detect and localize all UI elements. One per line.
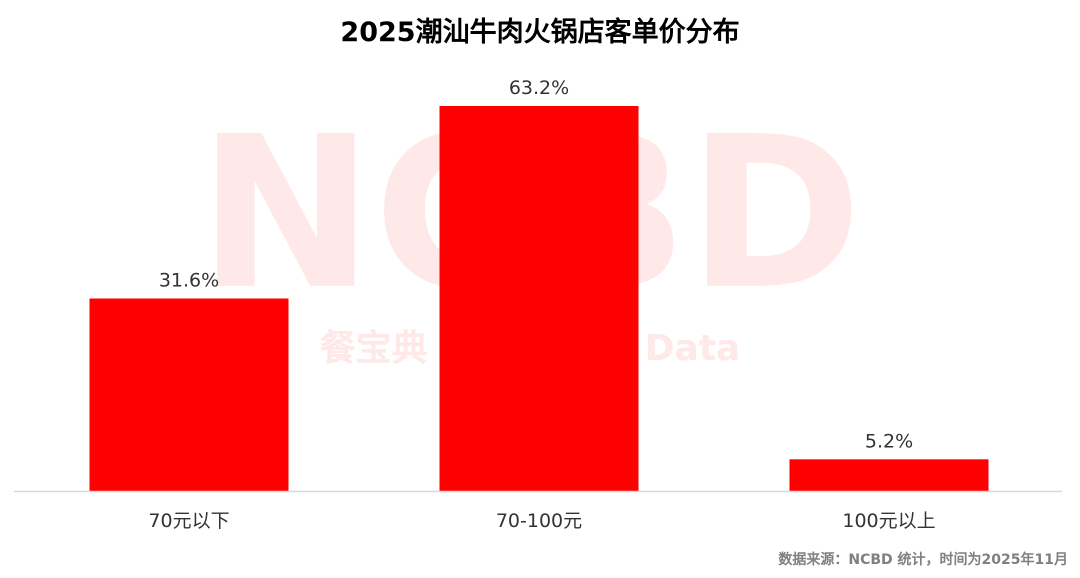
bars-group <box>89 106 989 491</box>
labels-group: 31.6% 70元以下 63.2% 70-100元 5.2% 100元以上 <box>148 77 935 532</box>
value-label-1: 31.6% <box>159 270 219 292</box>
bar-3 <box>789 459 989 491</box>
chart-title: 2025潮汕牛肉火锅店客单价分布 <box>340 17 740 48</box>
bar-2 <box>439 106 639 491</box>
category-label-3: 100元以上 <box>842 510 935 532</box>
source-note: 数据来源：NCBD 统计，时间为2025年11月 <box>778 552 1068 568</box>
category-label-2: 70-100元 <box>496 510 582 532</box>
value-label-2: 63.2% <box>509 77 569 99</box>
bar-1 <box>89 298 289 491</box>
value-label-3: 5.2% <box>865 430 913 452</box>
category-label-1: 70元以下 <box>148 510 229 532</box>
